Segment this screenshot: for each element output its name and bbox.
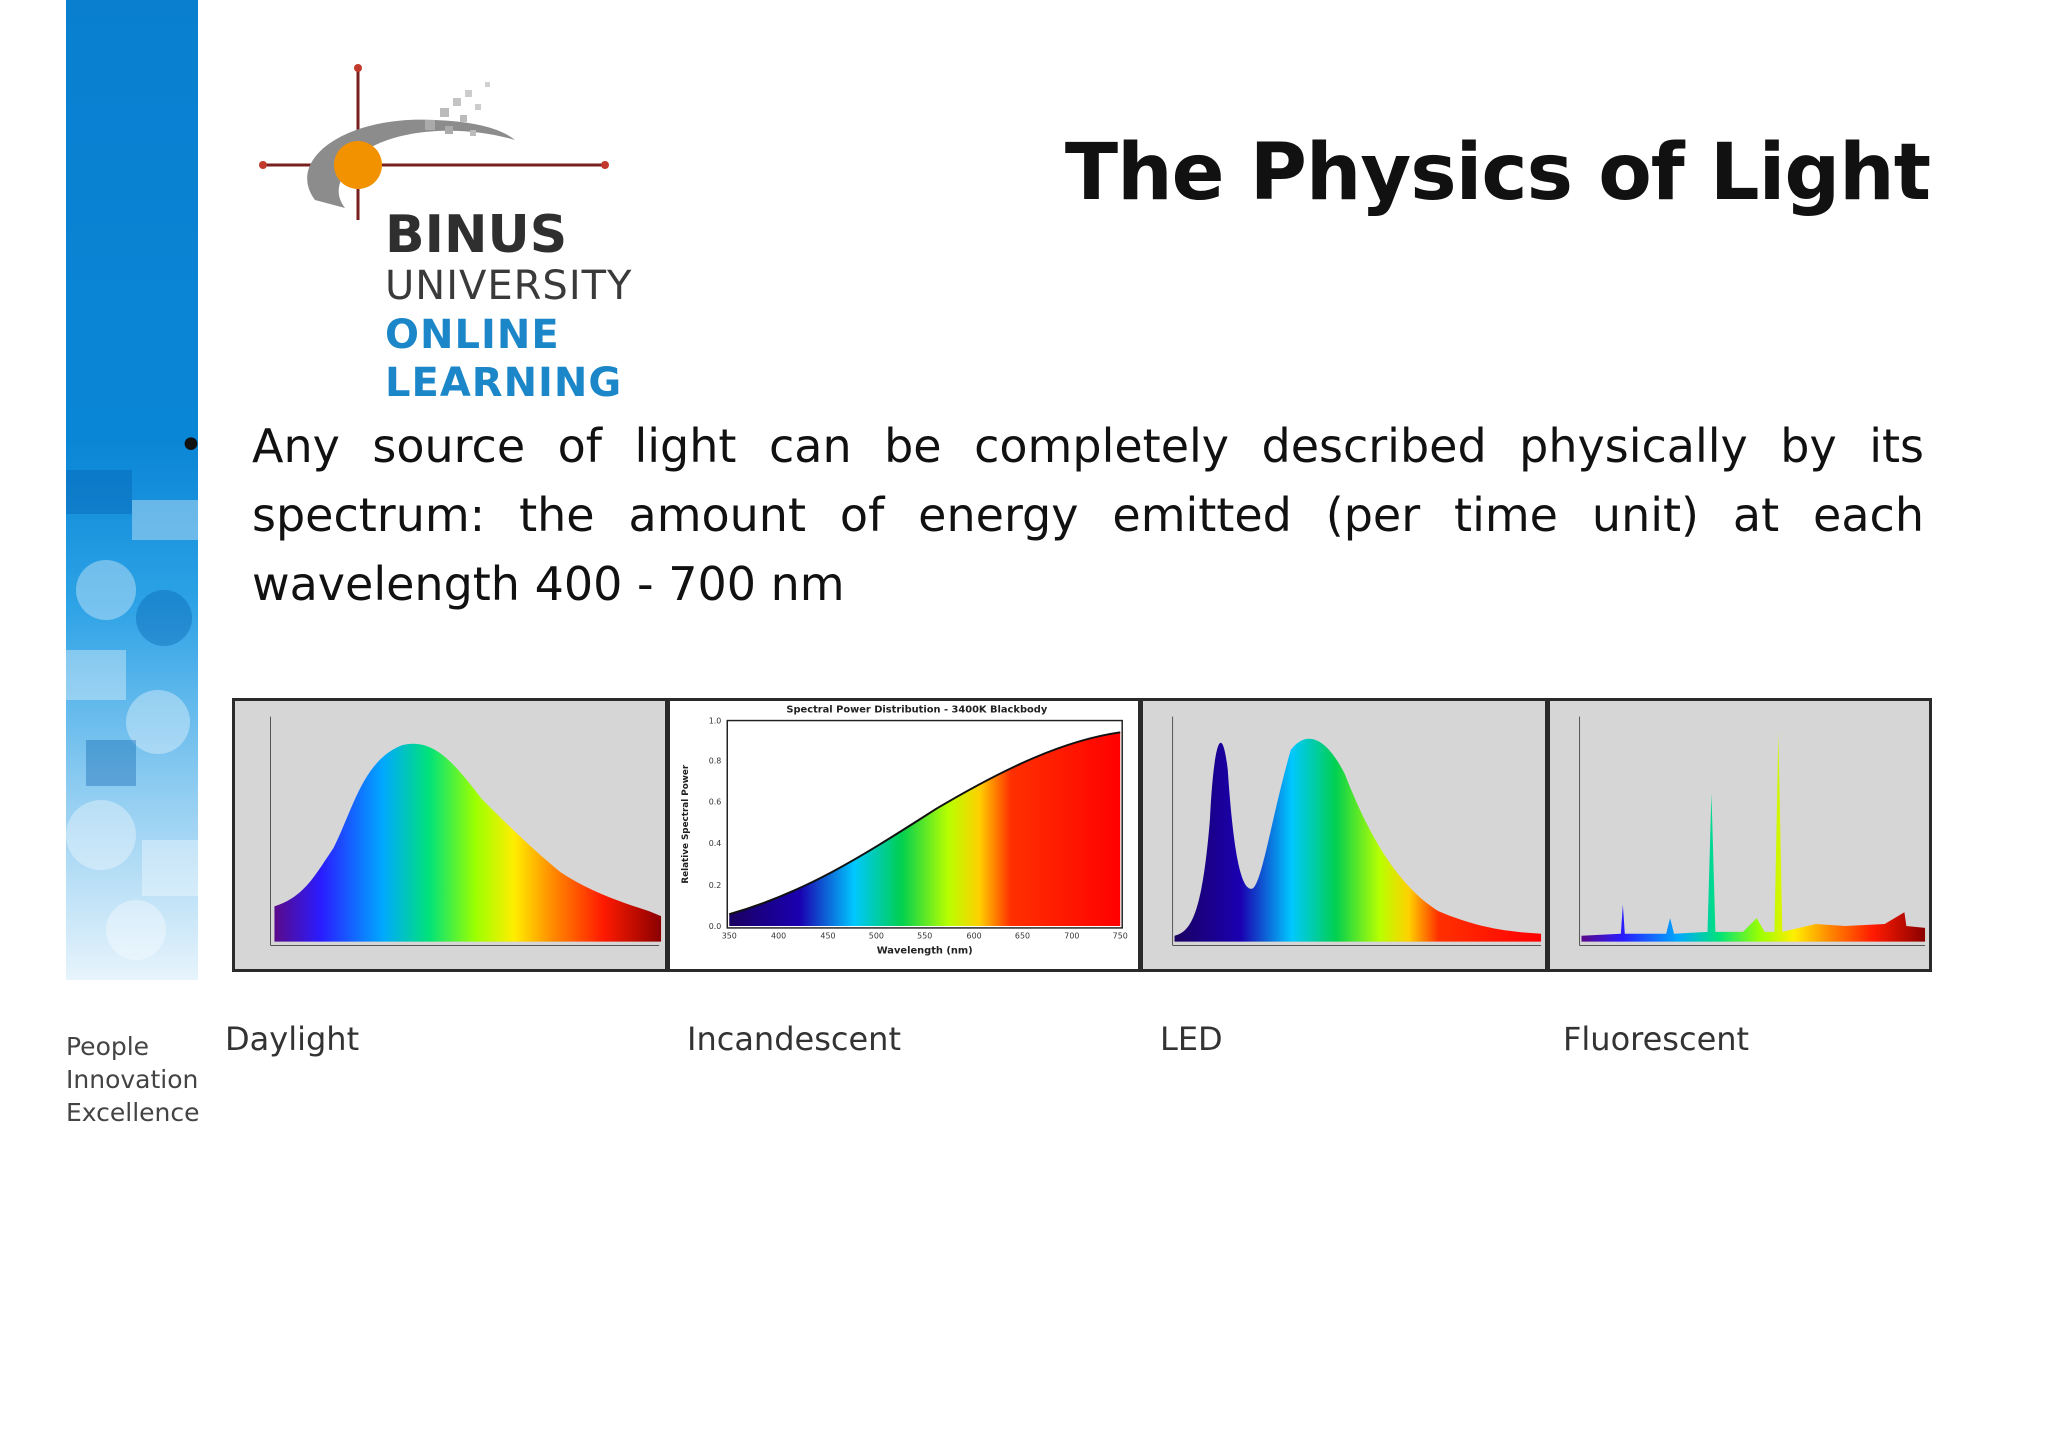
led-spectrum-image [1140,698,1548,972]
incandescent-chart-title: Spectral Power Distribution - 3400K Blac… [786,705,1047,716]
x-tick: 500 [869,932,884,941]
logo-text-university: UNIVERSITY [385,263,633,309]
x-tick: 350 [722,932,737,941]
fluorescent-spectrum-image [1547,698,1932,972]
label-led: LED [1160,1020,1223,1058]
bullet-text: Any source of light can be completely de… [252,419,1924,611]
label-daylight: Daylight [225,1020,360,1058]
incandescent-spectrum-chart: Spectral Power Distribution - 3400K Blac… [667,698,1141,972]
logo-crosshair-icon [259,64,609,220]
incandescent-xlabel: Wavelength (nm) [877,945,973,956]
y-tick: 0.6 [709,798,722,807]
x-tick: 750 [1113,932,1128,941]
label-fluorescent: Fluorescent [1563,1020,1750,1058]
x-tick: 400 [771,932,786,941]
side-decoration-bar [66,0,198,980]
bullet-marker: • [178,420,204,471]
tagline-people: People [66,1032,150,1061]
x-tick: 700 [1064,932,1079,941]
y-tick: 0.0 [709,922,722,931]
x-tick: 650 [1015,932,1030,941]
tagline: People Innovation Excellence [66,1030,216,1129]
tagline-innovation: Innovation [66,1065,199,1094]
daylight-spectrum-image [232,698,668,972]
x-tick: 550 [917,932,932,941]
y-tick: 1.0 [709,717,722,726]
logo-text-online: ONLINE [385,312,560,358]
tagline-excellence: Excellence [66,1098,200,1127]
incandescent-ylabel: Relative Spectral Power [681,764,691,883]
binus-logo: BINUS UNIVERSITY ONLINE LEARNING [255,60,655,410]
logo-text-learning: LEARNING [385,360,623,406]
y-tick: 0.4 [709,839,722,848]
y-tick: 0.2 [709,881,722,890]
slide-title: The Physics of Light [1064,128,1931,218]
label-incandescent: Incandescent [687,1020,901,1058]
x-tick: 450 [820,932,835,941]
logo-text-binus: BINUS [385,205,568,265]
y-tick: 0.8 [709,757,722,766]
x-tick: 600 [967,932,982,941]
